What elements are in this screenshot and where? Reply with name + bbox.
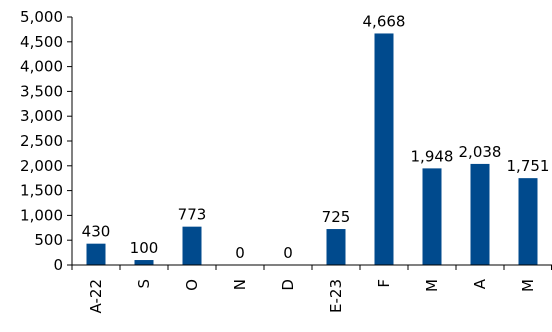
y-tick-label: 3,500: [20, 82, 63, 100]
x-tick-label: E-23: [327, 279, 345, 313]
data-label: 773: [178, 206, 207, 224]
data-label: 2,038: [459, 143, 502, 161]
data-label: 1,751: [507, 157, 550, 175]
x-axis: A-22 S O N D E-23 F M A M: [71, 264, 552, 313]
bar: [326, 229, 346, 265]
bar: [422, 168, 442, 265]
y-tick-label: 4,500: [20, 33, 63, 51]
data-label: 100: [130, 239, 159, 257]
bar: [374, 33, 394, 266]
y-tick-label: 3,000: [20, 107, 63, 125]
data-label: 0: [235, 244, 245, 262]
x-tick-label: M: [423, 279, 441, 292]
bar: [134, 260, 154, 265]
x-tick-label: O: [183, 279, 201, 291]
y-tick-label: 1,500: [20, 182, 63, 200]
x-tick-label: M: [519, 279, 537, 292]
x-tick-label: S: [135, 279, 153, 289]
y-tick-label: 500: [34, 231, 63, 249]
y-axis: 0 500 1,000 1,500 2,000 2,500 3,000 3,500 4,000 4…: [20, 8, 73, 274]
bar: [470, 163, 490, 265]
data-label: 1,948: [411, 147, 454, 165]
x-tick-label: A-22: [87, 279, 105, 313]
x-tick-label: A: [471, 278, 489, 289]
y-tick-label: 0: [53, 256, 63, 274]
x-tick-label: D: [279, 279, 297, 291]
bar: [86, 243, 106, 265]
y-tick-label: 5,000: [20, 8, 63, 26]
x-tick-label: N: [231, 279, 249, 290]
data-label: 725: [322, 208, 351, 226]
y-tick-label: 4,000: [20, 58, 63, 76]
y-tick-label: 1,000: [20, 206, 63, 224]
bar: [518, 178, 538, 265]
data-label: 0: [283, 244, 293, 262]
bars: [86, 33, 538, 266]
data-label: 430: [82, 223, 111, 241]
data-labels: 430 100 773 0 0 725 4,668 1,948 2,038 1,751: [82, 12, 550, 262]
y-tick-label: 2,000: [20, 157, 63, 175]
x-tick-label: F: [375, 279, 393, 288]
y-tick-label: 2,500: [20, 132, 63, 150]
bar: [182, 226, 202, 265]
data-label: 4,668: [363, 12, 406, 30]
